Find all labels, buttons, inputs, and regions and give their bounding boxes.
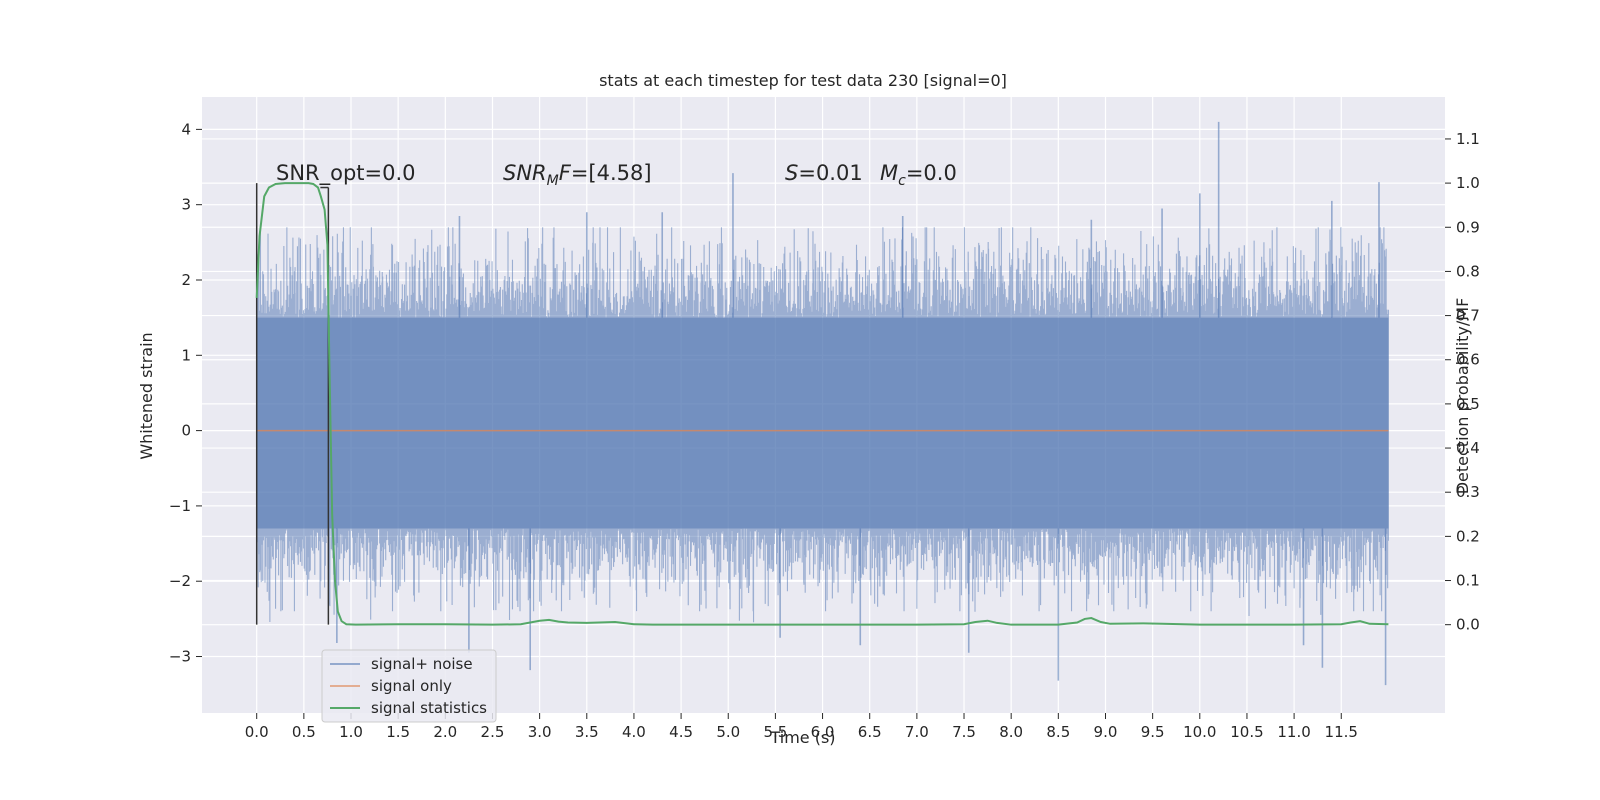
- annotation-snr-mf: SNRMF=[4.58]: [503, 161, 652, 189]
- y2-tick-label-3: 0.8: [1456, 262, 1480, 280]
- x-tick-label-18: 9.0: [1094, 723, 1118, 741]
- x-tick-label-13: 6.5: [858, 723, 882, 741]
- x-tick-label-15: 7.5: [952, 723, 976, 741]
- annotation-snr-mf-base: SNR: [503, 161, 547, 185]
- chart-title: stats at each timestep for test data 230…: [599, 71, 1007, 90]
- y-tick-label-0: 4: [181, 120, 191, 138]
- x-tick-label-3: 1.5: [386, 723, 410, 741]
- annotation-snr-mf-tail: F: [559, 161, 572, 185]
- x-tick-label-23: 11.5: [1325, 723, 1358, 741]
- annotation-s: S=0.01: [785, 161, 863, 185]
- x-tick-label-19: 9.5: [1141, 723, 1165, 741]
- x-tick-label-20: 10.0: [1183, 723, 1216, 741]
- x-axis-label: Time (s): [769, 728, 835, 747]
- y-tick-label-5: −1: [169, 497, 191, 515]
- x-tick-label-12: 6.0: [811, 723, 835, 741]
- x-tick-label-16: 8.0: [999, 723, 1023, 741]
- x-tick-label-17: 8.5: [1046, 723, 1070, 741]
- annotation-mc-label: M: [880, 161, 898, 185]
- y-tick-label-7: −3: [169, 648, 191, 666]
- y-axis-label: Whitened strain: [137, 332, 156, 459]
- signal-statistics-line: [255, 182, 1389, 626]
- x-axis-ticks: 0.0 0.5 1.0 1.5 2.0 2.5 3.0 3.5 4.0 4.5 5.0 5.5 6.0 6…: [245, 713, 1358, 741]
- y2-tick-label-10: 0.1: [1456, 572, 1480, 590]
- legend-label-noise: signal+ noise: [371, 655, 473, 673]
- y2-tick-label-1: 1.0: [1456, 174, 1480, 192]
- legend-label-stat: signal statistics: [371, 699, 487, 717]
- y2-tick-label-9: 0.2: [1456, 527, 1480, 545]
- x-tick-label-5: 2.5: [481, 723, 505, 741]
- y-tick-label-6: −2: [169, 572, 191, 590]
- y2-axis-ticks: 1.1 1.0 0.9 0.8 0.7 0.6 0.5 0.4 0.3 0.2 0.1 0.0: [1445, 130, 1480, 634]
- annotation-snr-opt: SNR_opt=0.0: [276, 161, 416, 186]
- x-tick-label-10: 5.0: [716, 723, 740, 741]
- y2-tick-label-11: 0.0: [1456, 616, 1480, 634]
- y-tick-label-1: 3: [181, 196, 191, 214]
- y-tick-label-4: 0: [181, 422, 191, 440]
- x-tick-label-9: 4.5: [669, 723, 693, 741]
- x-tick-label-1: 0.5: [292, 723, 316, 741]
- annotation-mc-sub: c: [898, 173, 906, 189]
- noise-series: [256, 121, 1389, 686]
- legend-label-signal: signal only: [371, 677, 452, 695]
- x-tick-label-8: 4.0: [622, 723, 646, 741]
- annotation-snr-mf-value: =[4.58]: [571, 161, 652, 185]
- annotation-s-label: S: [785, 161, 798, 185]
- y2-tick-label-2: 0.9: [1456, 218, 1480, 236]
- x-tick-label-22: 11.0: [1277, 723, 1310, 741]
- y2-tick-label-4: 0.7: [1456, 307, 1480, 325]
- y2-tick-label-6: 0.5: [1456, 395, 1480, 413]
- annotation-mc: Mc=0.0: [880, 161, 957, 189]
- legend: signal+ noise signal only signal statist…: [321, 649, 497, 723]
- y-axis-ticks: 4 3 2 1 0 −1 −2 −3: [169, 120, 202, 666]
- y2-tick-label-8: 0.3: [1456, 483, 1480, 501]
- annotation-s-value: =0.01: [798, 161, 862, 185]
- x-tick-label-6: 3.0: [528, 723, 552, 741]
- x-tick-label-21: 10.5: [1230, 723, 1263, 741]
- y2-tick-label-0: 1.1: [1456, 130, 1480, 148]
- legend-box: [321, 649, 497, 723]
- x-tick-label-4: 2.0: [433, 723, 457, 741]
- y2-axis-label: Detection probability/MF: [1453, 298, 1472, 495]
- noise-peaks: [336, 121, 1387, 686]
- x-tick-label-0: 0.0: [245, 723, 269, 741]
- annotation-snr-mf-sub: M: [547, 173, 559, 189]
- annotation-mc-value: =0.0: [906, 161, 957, 185]
- x-tick-label-2: 1.0: [339, 723, 363, 741]
- x-tick-label-11: 5.5: [763, 723, 787, 741]
- x-tick-label-7: 3.5: [575, 723, 599, 741]
- y-tick-label-3: 1: [181, 346, 191, 364]
- y-tick-label-2: 2: [181, 271, 191, 289]
- y2-tick-label-5: 0.6: [1456, 351, 1480, 369]
- x-tick-label-14: 7.0: [905, 723, 929, 741]
- y2-tick-label-7: 0.4: [1456, 439, 1480, 457]
